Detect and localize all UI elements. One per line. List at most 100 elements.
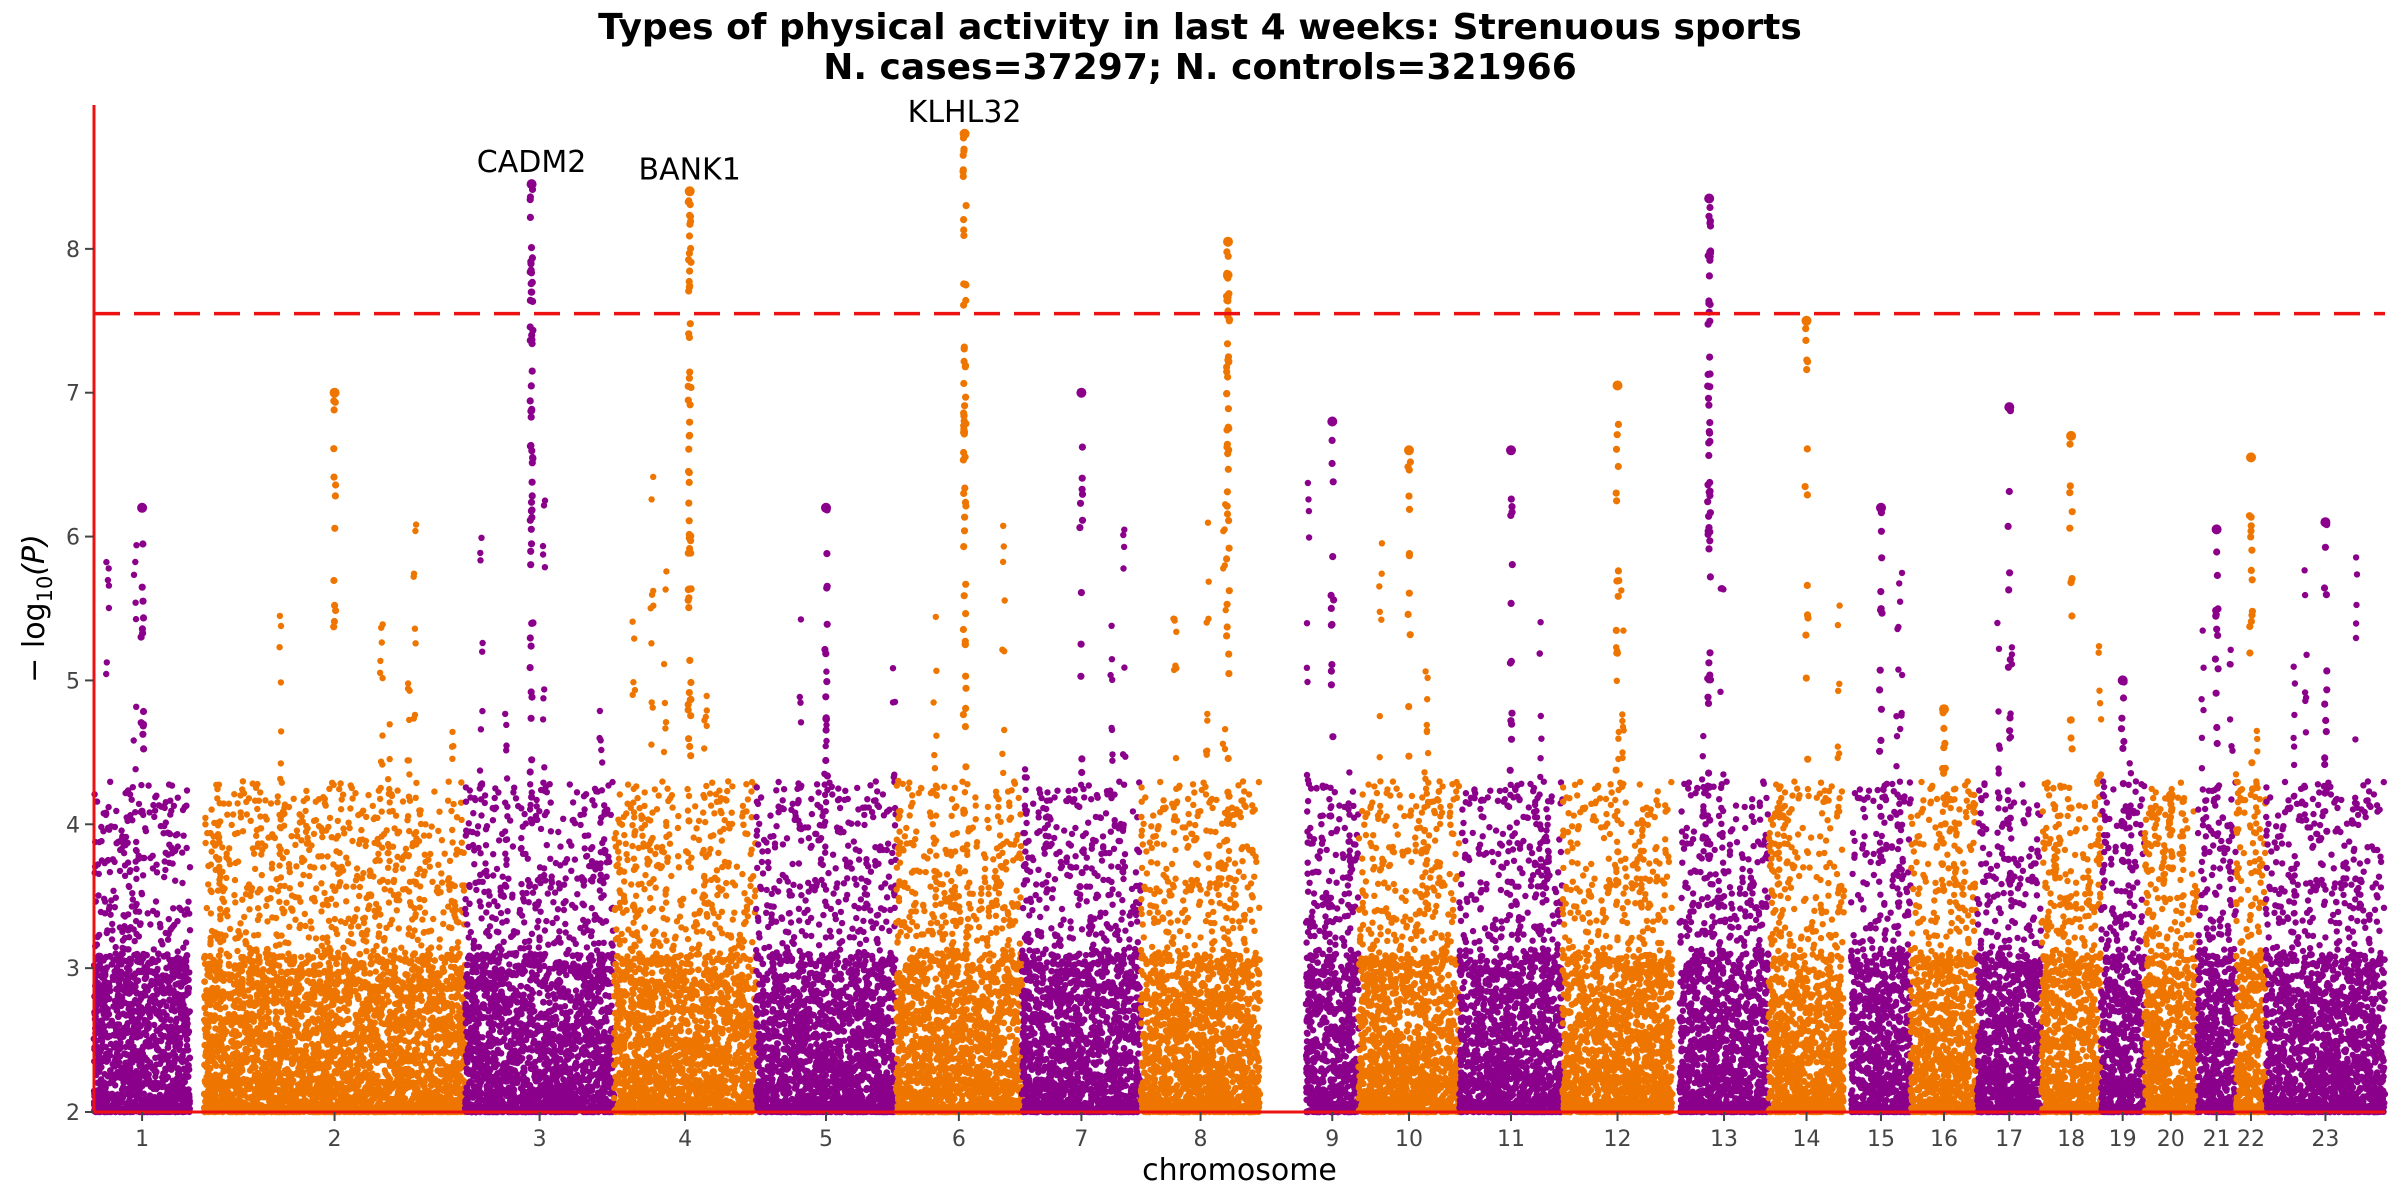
snp-point bbox=[175, 980, 182, 987]
snp-point bbox=[147, 968, 155, 975]
snp-point bbox=[378, 833, 385, 840]
snp-point bbox=[301, 1000, 308, 1008]
snp-point bbox=[220, 976, 228, 983]
snp-point bbox=[95, 892, 102, 899]
snp-point bbox=[372, 900, 380, 908]
snp-point bbox=[386, 1062, 394, 1070]
snp-point bbox=[98, 837, 105, 845]
snp-point bbox=[203, 1081, 211, 1088]
snp-point bbox=[427, 1049, 435, 1057]
snp-point bbox=[109, 920, 116, 928]
snp-point bbox=[417, 985, 425, 993]
snp-point bbox=[167, 811, 174, 818]
snp-point bbox=[125, 1073, 133, 1080]
snp-point bbox=[138, 891, 146, 898]
snp-point bbox=[434, 1005, 442, 1013]
snp-point bbox=[157, 924, 164, 931]
snp-point bbox=[334, 832, 342, 840]
chart-title: Types of physical activity in last 4 wee… bbox=[0, 8, 2400, 48]
snp-point bbox=[369, 802, 376, 810]
snp-point bbox=[132, 558, 139, 566]
snp-point bbox=[409, 1079, 416, 1087]
snp-point bbox=[163, 1090, 171, 1098]
snp-point bbox=[410, 1037, 418, 1045]
snp-point bbox=[384, 864, 392, 871]
snp-point bbox=[138, 583, 146, 591]
snp-point bbox=[142, 1078, 150, 1086]
snp-point bbox=[343, 955, 351, 963]
snp-point bbox=[183, 1036, 191, 1043]
snp-point bbox=[173, 1055, 181, 1062]
chromosome-1-points bbox=[90, 502, 194, 1116]
snp-point bbox=[101, 898, 109, 905]
snp-point bbox=[387, 921, 394, 928]
snp-point bbox=[329, 1000, 337, 1008]
snp-point bbox=[223, 1104, 231, 1112]
snp-point bbox=[132, 809, 139, 816]
snp-point bbox=[446, 983, 454, 990]
snp-point bbox=[138, 807, 146, 815]
snp-point bbox=[458, 779, 465, 786]
snp-point bbox=[246, 906, 253, 913]
snp-point bbox=[288, 833, 295, 840]
snp-point bbox=[156, 1000, 164, 1007]
snp-point bbox=[182, 974, 190, 982]
snp-point bbox=[302, 922, 309, 930]
snp-point bbox=[206, 1074, 214, 1082]
snp-point bbox=[352, 1085, 359, 1093]
snp-point bbox=[157, 937, 165, 945]
snp-point bbox=[139, 540, 147, 548]
snp-point bbox=[348, 1050, 356, 1057]
snp-point bbox=[450, 976, 458, 983]
snp-point bbox=[405, 931, 412, 938]
snp-point bbox=[276, 850, 283, 858]
snp-point bbox=[206, 1039, 214, 1047]
snp-point bbox=[297, 1089, 304, 1097]
snp-point bbox=[301, 1076, 309, 1084]
snp-point bbox=[241, 1100, 249, 1107]
snp-point bbox=[135, 800, 143, 808]
snp-point bbox=[232, 1063, 240, 1070]
snp-point bbox=[103, 810, 110, 818]
snp-point bbox=[376, 922, 383, 930]
snp-point bbox=[242, 1029, 250, 1036]
snp-point bbox=[144, 986, 152, 994]
snp-point bbox=[339, 1101, 347, 1109]
snp-point bbox=[243, 798, 250, 806]
snp-point bbox=[426, 995, 434, 1002]
snp-point bbox=[248, 1010, 256, 1018]
snp-point bbox=[180, 832, 187, 839]
snp-point bbox=[259, 978, 267, 986]
snp-point bbox=[419, 916, 426, 923]
snp-point bbox=[357, 1089, 365, 1097]
snp-point bbox=[211, 1092, 219, 1099]
snp-point bbox=[392, 812, 400, 819]
snp-point bbox=[305, 934, 312, 941]
snp-point bbox=[362, 1074, 370, 1081]
snp-point bbox=[318, 824, 325, 832]
snp-point bbox=[119, 937, 127, 944]
snp-point bbox=[439, 991, 446, 999]
snp-point bbox=[386, 1035, 394, 1043]
snp-point bbox=[336, 849, 343, 857]
snp-point bbox=[405, 1044, 412, 1051]
snp-point bbox=[421, 909, 429, 916]
snp-point bbox=[275, 1063, 282, 1071]
snp-point bbox=[106, 868, 114, 876]
snp-point bbox=[347, 782, 354, 789]
snp-point bbox=[288, 892, 296, 899]
snp-point bbox=[133, 1082, 141, 1090]
snp-point bbox=[360, 1004, 368, 1012]
snp-point bbox=[254, 889, 261, 896]
snp-point bbox=[363, 948, 370, 955]
snp-point bbox=[115, 992, 123, 1000]
snp-point bbox=[283, 994, 291, 1001]
snp-point bbox=[321, 951, 328, 959]
snp-point bbox=[358, 826, 365, 834]
snp-point bbox=[223, 907, 231, 914]
snp-point bbox=[291, 990, 299, 998]
snp-points bbox=[90, 128, 2389, 1116]
snp-point bbox=[103, 1094, 111, 1102]
snp-point bbox=[301, 910, 308, 918]
